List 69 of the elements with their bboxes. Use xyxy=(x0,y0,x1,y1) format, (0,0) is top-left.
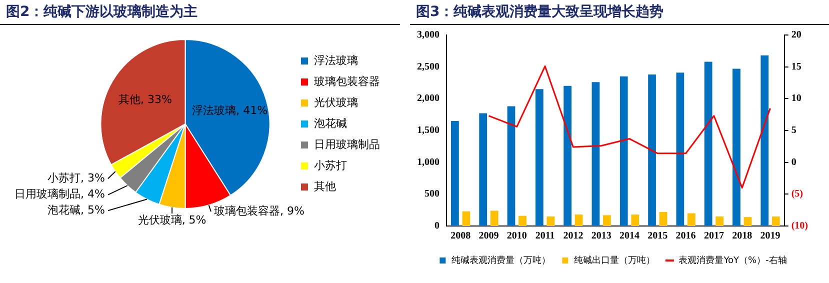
legend-label: 纯碱出口量（万吨） xyxy=(574,254,656,266)
bar xyxy=(507,106,516,226)
y-tick-label: 500 xyxy=(424,188,440,200)
legend-label: 泡花碱 xyxy=(314,116,347,130)
bar xyxy=(744,217,752,226)
bar xyxy=(535,89,544,226)
legend-label: 日用玻璃制品 xyxy=(314,138,380,151)
bar xyxy=(631,214,640,226)
x-tick-label: 2017 xyxy=(704,230,724,242)
bar xyxy=(518,216,526,226)
y2-tick-label: 5 xyxy=(791,125,796,136)
y-tick-label: 2,500 xyxy=(417,61,440,72)
x-tick-label: 2015 xyxy=(648,230,668,242)
bar xyxy=(620,76,628,226)
bar xyxy=(574,214,583,226)
y-tick-label: 2,000 xyxy=(417,93,440,104)
bar xyxy=(564,86,572,226)
x-tick-label: 2016 xyxy=(676,230,696,242)
x-tick-label: 2013 xyxy=(591,230,612,242)
data-label: 浮法玻璃, 41% xyxy=(192,104,268,117)
bar xyxy=(648,74,656,226)
bar xyxy=(676,72,684,226)
x-tick-label: 2012 xyxy=(563,230,584,242)
data-label: 其他, 33% xyxy=(118,93,172,106)
y2-tick-label: (5) xyxy=(791,188,804,200)
y2-tick-label: (10) xyxy=(791,220,808,232)
bar xyxy=(732,68,740,226)
legend-label: 表观消费量YoY（%）-右轴 xyxy=(678,254,787,266)
y-tick-label: 1,500 xyxy=(417,125,440,136)
y2-tick-label: 15 xyxy=(791,61,802,72)
data-label: 玻璃包装容器, 9% xyxy=(214,204,304,218)
y-tick-label: 0 xyxy=(434,220,440,232)
data-label: 日用玻璃制品, 4% xyxy=(14,188,105,201)
x-tick-label: 2011 xyxy=(535,230,555,242)
bar xyxy=(772,216,780,226)
bar xyxy=(687,213,696,226)
data-label: 小苏打, 3% xyxy=(48,171,105,184)
bar xyxy=(704,62,712,226)
bar xyxy=(546,216,555,226)
x-tick-label: 2008 xyxy=(450,230,471,242)
bar xyxy=(603,215,611,226)
bar xyxy=(462,211,470,226)
legend-label: 纯碱表观消费量（万吨） xyxy=(452,254,551,266)
legend-label: 光伏玻璃 xyxy=(314,96,358,109)
legend-label: 其他 xyxy=(314,180,336,193)
bar xyxy=(592,82,600,226)
y-tick-label: 1,000 xyxy=(417,156,440,168)
y-tick-label: 3,000 xyxy=(417,30,440,41)
legend-label: 玻璃包装容器 xyxy=(314,74,380,88)
bar xyxy=(490,210,498,226)
chart-title: 图2：纯碱下游以玻璃制造为主 xyxy=(0,0,400,25)
chart-title: 图3：纯碱表观消费量大致呈现增长趋势 xyxy=(410,0,829,25)
legend-label: 浮法玻璃 xyxy=(314,54,358,67)
bar xyxy=(479,113,488,226)
y2-tick-label: 10 xyxy=(791,93,802,104)
bar xyxy=(451,120,459,226)
y2-tick-label: 0 xyxy=(791,156,796,168)
data-label: 光伏玻璃, 5% xyxy=(138,213,206,226)
x-tick-label: 2014 xyxy=(619,230,640,242)
bar xyxy=(760,55,769,226)
bar xyxy=(659,212,668,226)
x-tick-label: 2009 xyxy=(478,230,499,242)
x-tick-label: 2018 xyxy=(732,230,752,242)
data-label: 泡花碱, 5% xyxy=(48,203,105,216)
bar xyxy=(716,216,724,226)
x-tick-label: 2010 xyxy=(506,230,527,242)
y2-tick-label: 20 xyxy=(791,30,802,41)
legend-label: 小苏打 xyxy=(314,158,347,172)
x-tick-label: 2019 xyxy=(760,230,780,242)
